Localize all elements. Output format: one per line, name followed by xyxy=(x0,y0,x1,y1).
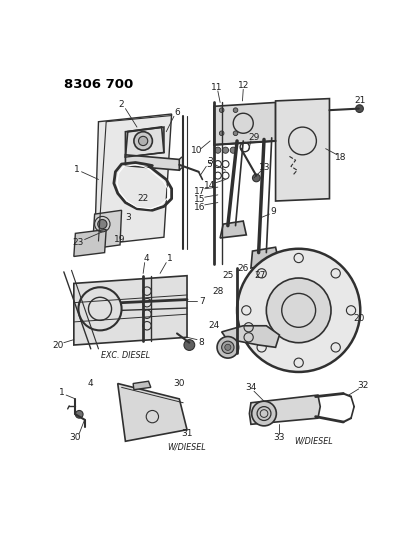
Polygon shape xyxy=(74,230,106,256)
Text: 5: 5 xyxy=(206,159,212,168)
Text: 27: 27 xyxy=(254,271,265,280)
Text: 1: 1 xyxy=(74,165,80,174)
Text: 14: 14 xyxy=(203,181,214,190)
Polygon shape xyxy=(250,247,279,268)
Text: 29: 29 xyxy=(248,133,259,142)
Circle shape xyxy=(252,174,260,182)
Text: 2: 2 xyxy=(119,100,124,109)
Circle shape xyxy=(138,136,147,146)
Text: 11: 11 xyxy=(210,83,222,92)
Text: 6: 6 xyxy=(174,108,180,117)
Circle shape xyxy=(229,147,236,154)
Text: 1: 1 xyxy=(167,254,173,263)
Text: W/DIESEL: W/DIESEL xyxy=(294,437,333,446)
Circle shape xyxy=(236,249,360,372)
Circle shape xyxy=(233,131,237,135)
Text: 32: 32 xyxy=(357,381,368,390)
Text: 15: 15 xyxy=(194,195,205,204)
Text: 1: 1 xyxy=(58,388,64,397)
Text: 4: 4 xyxy=(143,254,148,263)
Polygon shape xyxy=(213,102,275,145)
Circle shape xyxy=(75,410,83,418)
Text: 19: 19 xyxy=(114,235,126,244)
Circle shape xyxy=(219,131,223,135)
Polygon shape xyxy=(220,221,246,238)
Text: 17: 17 xyxy=(194,187,205,196)
Text: 24: 24 xyxy=(208,321,219,330)
Text: 30: 30 xyxy=(70,433,81,442)
Text: EXC. DIESEL: EXC. DIESEL xyxy=(101,351,150,360)
Polygon shape xyxy=(275,99,329,201)
Text: 18: 18 xyxy=(335,152,346,161)
Circle shape xyxy=(251,401,276,426)
Circle shape xyxy=(355,105,362,112)
Text: 9: 9 xyxy=(270,207,276,216)
Polygon shape xyxy=(94,114,171,245)
Text: 23: 23 xyxy=(72,238,84,247)
Circle shape xyxy=(216,336,238,358)
Text: 33: 33 xyxy=(273,433,285,442)
Text: 4: 4 xyxy=(88,379,93,388)
Circle shape xyxy=(97,220,107,229)
Text: 31: 31 xyxy=(181,429,192,438)
Text: 12: 12 xyxy=(237,81,248,90)
Text: 21: 21 xyxy=(354,96,365,106)
Polygon shape xyxy=(133,381,151,390)
Text: W/DIESEL: W/DIESEL xyxy=(167,442,206,451)
Circle shape xyxy=(224,344,230,350)
Text: 22: 22 xyxy=(137,194,148,203)
Text: 8: 8 xyxy=(198,338,204,347)
Circle shape xyxy=(266,278,330,343)
Polygon shape xyxy=(221,326,279,348)
Text: 26: 26 xyxy=(237,263,248,272)
Text: 25: 25 xyxy=(222,271,233,280)
Polygon shape xyxy=(125,155,179,170)
Text: 13: 13 xyxy=(258,164,270,172)
Text: 28: 28 xyxy=(211,287,223,296)
Text: 3: 3 xyxy=(125,213,130,222)
Polygon shape xyxy=(92,210,121,249)
Circle shape xyxy=(134,132,152,150)
Text: 30: 30 xyxy=(173,379,184,388)
Text: 10: 10 xyxy=(191,147,202,156)
Text: 8306 700: 8306 700 xyxy=(64,78,133,91)
Circle shape xyxy=(184,340,194,350)
Circle shape xyxy=(233,108,237,112)
Circle shape xyxy=(222,147,228,154)
Circle shape xyxy=(221,341,234,353)
Text: 34: 34 xyxy=(245,383,256,392)
Polygon shape xyxy=(125,127,164,157)
Text: 7: 7 xyxy=(198,297,204,305)
Polygon shape xyxy=(74,276,187,345)
Circle shape xyxy=(219,108,223,112)
Polygon shape xyxy=(117,384,187,441)
Text: 20: 20 xyxy=(53,341,64,350)
Circle shape xyxy=(214,147,220,154)
Text: 16: 16 xyxy=(194,203,205,212)
Polygon shape xyxy=(249,395,319,424)
Text: 20: 20 xyxy=(352,313,364,322)
Text: 3: 3 xyxy=(207,157,213,166)
